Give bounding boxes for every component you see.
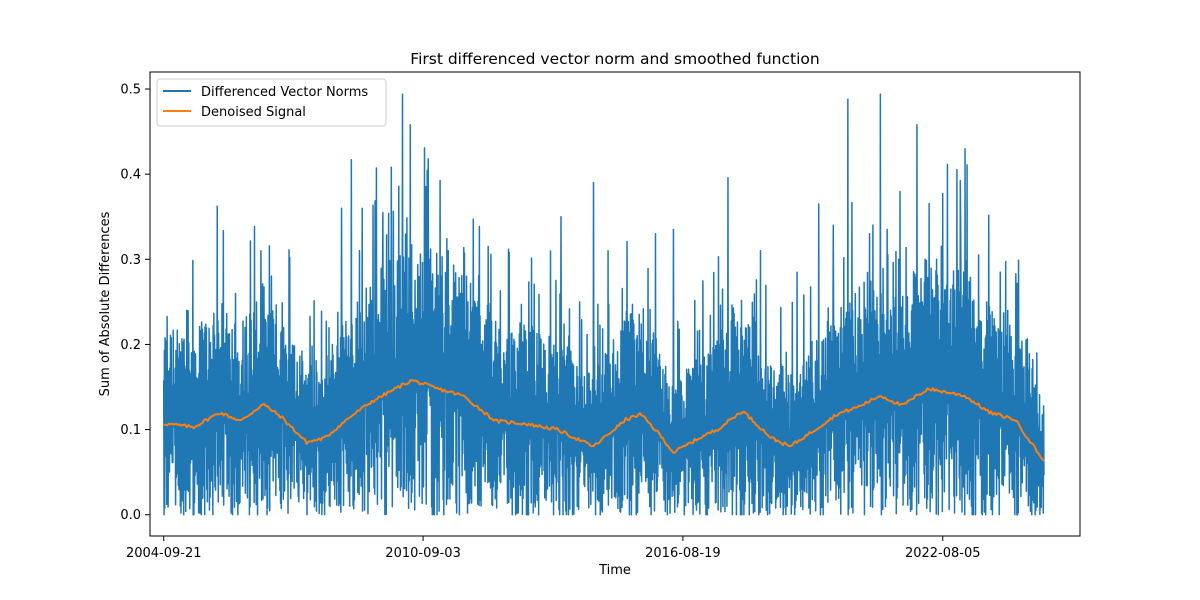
plot-frame xyxy=(149,71,1081,537)
series-line-denoised xyxy=(163,378,1045,462)
y-tick-label: 0.5 xyxy=(120,83,141,98)
series-line-differenced xyxy=(162,93,1045,516)
y-tick-label: 0.3 xyxy=(120,253,141,268)
legend-label-denoised: Denoised Signal xyxy=(201,105,306,120)
legend-box xyxy=(156,78,387,127)
x-tick-label: 2004-09-21 xyxy=(126,546,202,561)
y-tick-label: 0.1 xyxy=(120,423,141,438)
series-layer xyxy=(162,93,1045,516)
chart-title: First differenced vector norm and smooth… xyxy=(410,50,819,68)
x-axis: 2004-09-21 2010-09-03 2016-08-19 2022-08-05 xyxy=(126,536,981,561)
y-axis-label: Sum of Absolute Differences xyxy=(98,211,113,396)
y-tick-label: 0.0 xyxy=(120,508,141,523)
x-axis-label: Time xyxy=(598,563,631,578)
y-tick-label: 0.4 xyxy=(120,168,141,183)
legend-label-differenced: Differenced Vector Norms xyxy=(201,85,368,100)
x-tick-label: 2016-08-19 xyxy=(645,546,721,561)
y-tick-label: 0.2 xyxy=(120,338,141,353)
legend: Differenced Vector Norms Denoised Signal xyxy=(156,78,387,127)
x-tick-label: 2022-08-05 xyxy=(905,546,981,561)
y-axis: 0.0 0.1 0.2 0.3 0.4 0.5 xyxy=(120,83,150,523)
plot-area xyxy=(162,93,1045,516)
x-tick-label: 2010-09-03 xyxy=(385,546,461,561)
